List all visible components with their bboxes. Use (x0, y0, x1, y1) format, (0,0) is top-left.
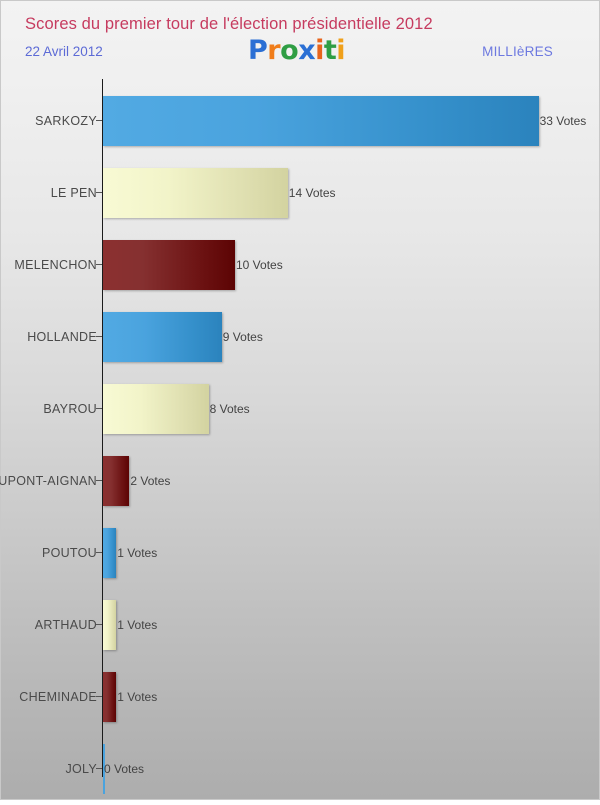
logo-letter-2: o (280, 35, 299, 66)
axis-tick (96, 552, 102, 553)
bar-melenchon[interactable] (103, 240, 235, 290)
bar-row: JOLY 0 Votes (1, 733, 600, 805)
axis-tick (96, 336, 102, 337)
axis-tick (96, 696, 102, 697)
axis-tick (96, 480, 102, 481)
bar-row: DUPONT-AIGNAN 2 Votes (0, 445, 600, 517)
bar-label-joly: JOLY (65, 762, 97, 776)
chart-header: Scores du premier tour de l'élection pré… (1, 1, 600, 79)
bar-row: MELENCHON 10 Votes (1, 229, 600, 301)
bar-value-arthaud: 1 Votes (117, 618, 158, 632)
bar-value-sarkozy: 33 Votes (539, 114, 587, 128)
bar-label-poutou: POUTOU (41, 546, 97, 560)
axis-tick (96, 120, 102, 121)
bar-value-joly: 0 Votes (104, 762, 145, 776)
bar-value-dupont-aignan: 2 Votes (130, 474, 171, 488)
bar-dupont-aignan[interactable] (103, 456, 130, 506)
logo-letter-6: i (336, 35, 346, 66)
bar-value-poutou: 1 Votes (117, 546, 158, 560)
bar-row: CHEMINADE 1 Votes (1, 661, 600, 733)
plot-area: SARKOZY 33 Votes LE PEN 14 Votes MELENCHON 10… (0, 79, 600, 801)
logo-letter-4: i (315, 35, 324, 66)
bar-arthaud[interactable] (103, 600, 117, 650)
bar-row: POUTOU 1 Votes (1, 517, 600, 589)
bar-label-bayrou: BAYROU (43, 402, 97, 416)
y-axis-line (102, 79, 103, 777)
bar-row: BAYROU 8 Votes (1, 373, 600, 445)
proxiti-logo[interactable]: Proxiti (248, 35, 346, 66)
logo-letter-5: t (323, 35, 337, 66)
bar-label-sarkozy: SARKOZY (35, 114, 97, 128)
bar-cheminade[interactable] (103, 672, 117, 722)
axis-tick (96, 192, 102, 193)
axis-tick (96, 624, 102, 625)
page-title: Scores du premier tour de l'élection pré… (25, 15, 433, 33)
bar-joly[interactable] (103, 744, 105, 794)
bar-poutou[interactable] (103, 528, 117, 578)
bar-label-dupont-aignan: DUPONT-AIGNAN (0, 474, 97, 488)
commune-label: MILLIèRES (482, 44, 553, 59)
logo-letter-3: x (298, 35, 316, 66)
election-date: 22 Avril 2012 (25, 44, 103, 59)
bar-value-melenchon: 10 Votes (236, 258, 283, 272)
bar-label-hollande: HOLLANDE (27, 330, 97, 344)
axis-tick (96, 264, 102, 265)
bar-row: ARTHAUD 1 Votes (1, 589, 600, 661)
bar-label-arthaud: ARTHAUD (34, 618, 97, 632)
bar-sarkozy[interactable] (103, 96, 539, 146)
bar-value-bayrou: 8 Votes (209, 402, 250, 416)
bar-hollande[interactable] (103, 312, 222, 362)
bar-label-cheminade: CHEMINADE (19, 690, 97, 704)
logo-letter-1: r (267, 35, 281, 66)
axis-tick (96, 768, 102, 769)
bar-value-hollande: 9 Votes (222, 330, 263, 344)
bar-label-melenchon: MELENCHON (14, 258, 97, 272)
bar-bayrou[interactable] (103, 384, 209, 434)
axis-tick (96, 408, 102, 409)
bar-label-le-pen: LE PEN (50, 186, 97, 200)
bar-value-le-pen: 14 Votes (288, 186, 336, 200)
bar-row: LE PEN 14 Votes (1, 157, 600, 229)
bar-row: HOLLANDE 9 Votes (1, 301, 600, 373)
bar-le-pen[interactable] (103, 168, 288, 218)
logo-letter-0: P (248, 35, 268, 66)
bar-row: SARKOZY 33 Votes (1, 85, 600, 157)
bar-value-cheminade: 1 Votes (117, 690, 158, 704)
